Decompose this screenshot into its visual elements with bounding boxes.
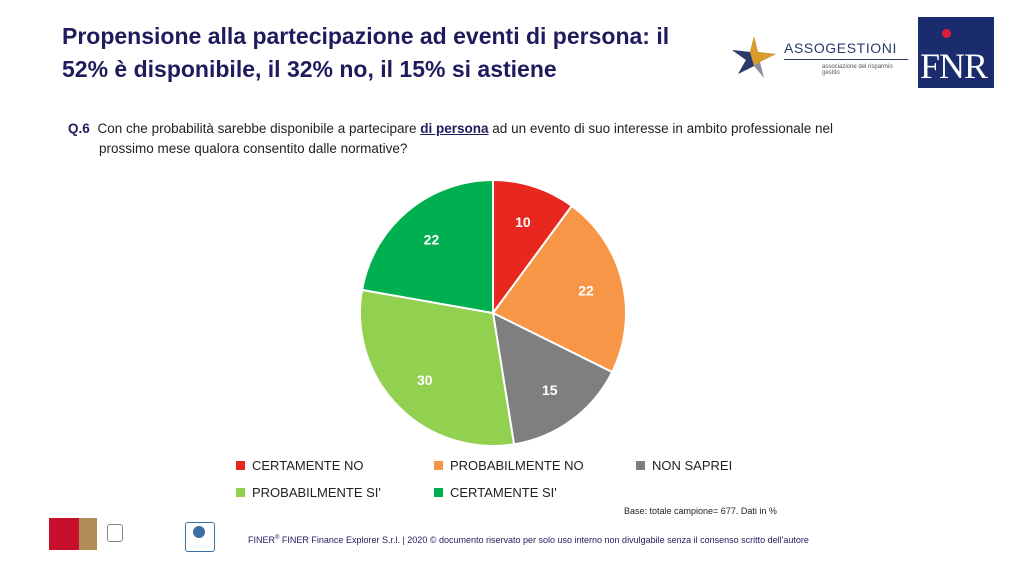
base-note: Base: totale campione= 677. Dati in % [624,506,777,516]
assirm-logo [49,518,79,550]
footer-brand: FINER [248,535,275,545]
pie-slice-certamente-no [492,178,574,317]
fnr-logo: FNR [918,17,994,88]
legend-item: NON SAPREI [636,458,732,473]
legend-label: PROBABILMENTE NO [450,458,584,473]
question-number: Q.6 [68,121,90,136]
pie-data-label: 15 [542,382,558,398]
legend-item: CERTAMENTE NO [236,458,363,473]
question-text-after: ad un evento di suo interesse in ambito … [492,121,834,136]
page-title: Propensione alla partecipazione ad event… [62,20,722,86]
certification-logo [185,522,215,552]
legend-swatch [434,488,443,497]
title-line-1: Propensione alla partecipazione ad event… [62,23,670,49]
question-text-before: Con che probabilità sarebbe disponibile … [97,121,417,136]
assogestioni-rule [784,59,908,60]
legend-label: CERTAMENTE NO [252,458,364,473]
fnr-logo-text: FNR [920,46,988,86]
question-highlight: di persona [420,121,489,136]
assirm-award-logo [79,518,97,550]
pie-data-label: 10 [515,214,531,230]
legend-swatch [236,488,245,497]
pie-slice-probabilmente-no [491,204,627,374]
legend-item: PROBABILMENTE NO [434,458,584,473]
certification-icon [193,526,205,538]
confindustria-logo [107,524,177,546]
legend-item: CERTAMENTE SI' [434,485,557,500]
question-line-2: prossimo mese qualora consentito dalle n… [99,141,408,156]
assogestioni-name: ASSOGESTIONI [784,40,897,56]
legend-swatch [636,461,645,470]
assogestioni-logo: ASSOGESTIONI associazione del risparmio … [728,34,908,80]
star-icon [732,36,776,78]
fnr-dot [942,29,951,38]
assogestioni-tagline: associazione del risparmio gestito [822,64,893,76]
question-text: Q.6 Con che probabilità sarebbe disponib… [68,119,968,159]
legend-label: NON SAPREI [652,458,733,473]
pie-chart: 10 22 15 30 22 [359,178,627,447]
legend-swatch [236,461,245,470]
pie-data-label: 22 [424,232,440,248]
title-line-2: 52% è disponibile, il 32% no, il 15% si … [62,56,557,82]
footer-reg: ® [275,535,280,541]
footer-body: FINER Finance Explorer S.r.l. | 2020 © d… [279,535,809,545]
footer-text: FINER® FINER Finance Explorer S.r.l. | 2… [248,535,809,545]
pie-slice-probabilmente-si [359,288,516,447]
confindustria-icon [107,524,123,542]
legend-label: CERTAMENTE SI' [450,485,557,500]
legend-label: PROBABILMENTE SI' [252,485,381,500]
legend-item: PROBABILMENTE SI' [236,485,381,500]
footer-logos [49,518,219,554]
pie-slice-certamente-si [360,178,494,315]
pie-data-label: 30 [417,372,433,388]
pie-slice-non-saprei [491,311,614,446]
pie-data-label: 22 [578,282,594,298]
legend-swatch [434,461,443,470]
